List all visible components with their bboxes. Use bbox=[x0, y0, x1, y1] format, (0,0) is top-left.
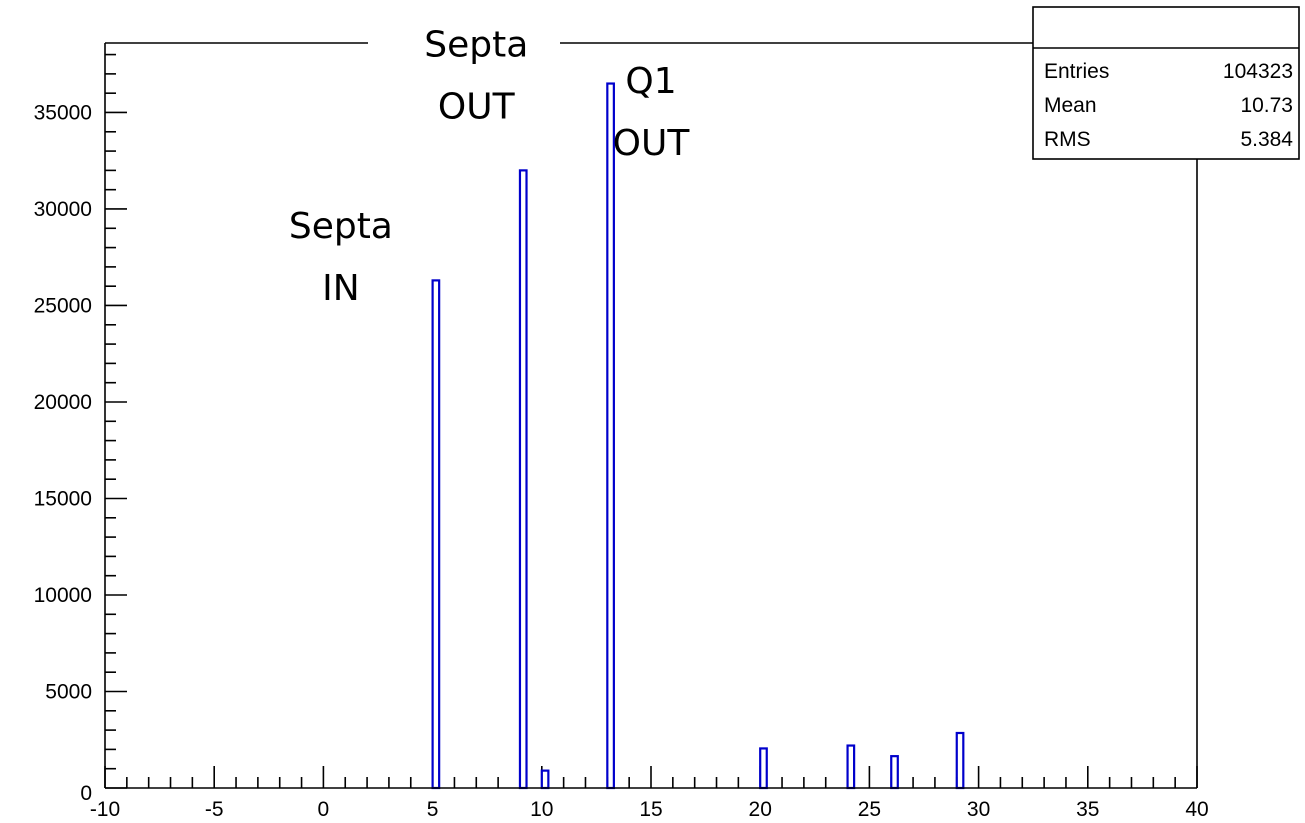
x-tick-label: 0 bbox=[318, 798, 330, 821]
x-tick-label: 25 bbox=[858, 798, 881, 821]
x-tick-label: 30 bbox=[967, 798, 990, 821]
annotation-label: Q1 bbox=[625, 61, 676, 102]
annotation-label: Septa bbox=[424, 25, 528, 66]
x-tick-label: 20 bbox=[749, 798, 772, 821]
y-tick-label: 0 bbox=[80, 782, 92, 805]
y-tick-label: 5000 bbox=[45, 680, 92, 703]
annotation-label: OUT bbox=[438, 87, 516, 128]
stats-value: 10.73 bbox=[1240, 94, 1293, 117]
annotation-label: OUT bbox=[613, 123, 691, 164]
x-tick-label: 15 bbox=[639, 798, 662, 821]
stats-value: 104323 bbox=[1223, 60, 1293, 83]
annotations: Septa IN Septa OUT Q1 OUT bbox=[289, 25, 690, 309]
y-tick-label: 10000 bbox=[34, 584, 92, 607]
y-tick-label: 30000 bbox=[34, 198, 92, 221]
annotation-label: IN bbox=[322, 268, 360, 309]
stats-label: Entries bbox=[1044, 60, 1109, 83]
stats-box: Entries 104323 Mean 10.73 RMS 5.384 bbox=[1032, 6, 1300, 160]
x-tick-label: -5 bbox=[205, 798, 224, 821]
x-tick-label: 35 bbox=[1076, 798, 1099, 821]
y-tick-label: 25000 bbox=[34, 294, 92, 317]
stats-value: 5.384 bbox=[1240, 128, 1293, 151]
stats-box-frame bbox=[1032, 6, 1300, 160]
annotation-label: Septa bbox=[289, 206, 393, 247]
y-tick-label: 15000 bbox=[34, 487, 92, 510]
y-tick-label: 35000 bbox=[34, 101, 92, 124]
x-tick-label: -10 bbox=[90, 798, 120, 821]
y-tick-label: 20000 bbox=[34, 391, 92, 414]
tick-labels: -10 -5 0 5 10 15 20 25 30 35 40 5000 10000 15000 20000… bbox=[34, 101, 1209, 821]
x-tick-label: 10 bbox=[530, 798, 553, 821]
stats-label: Mean bbox=[1044, 94, 1097, 117]
x-tick-label: 40 bbox=[1185, 798, 1208, 821]
x-tick-label: 5 bbox=[427, 798, 439, 821]
stats-label: RMS bbox=[1044, 128, 1091, 151]
